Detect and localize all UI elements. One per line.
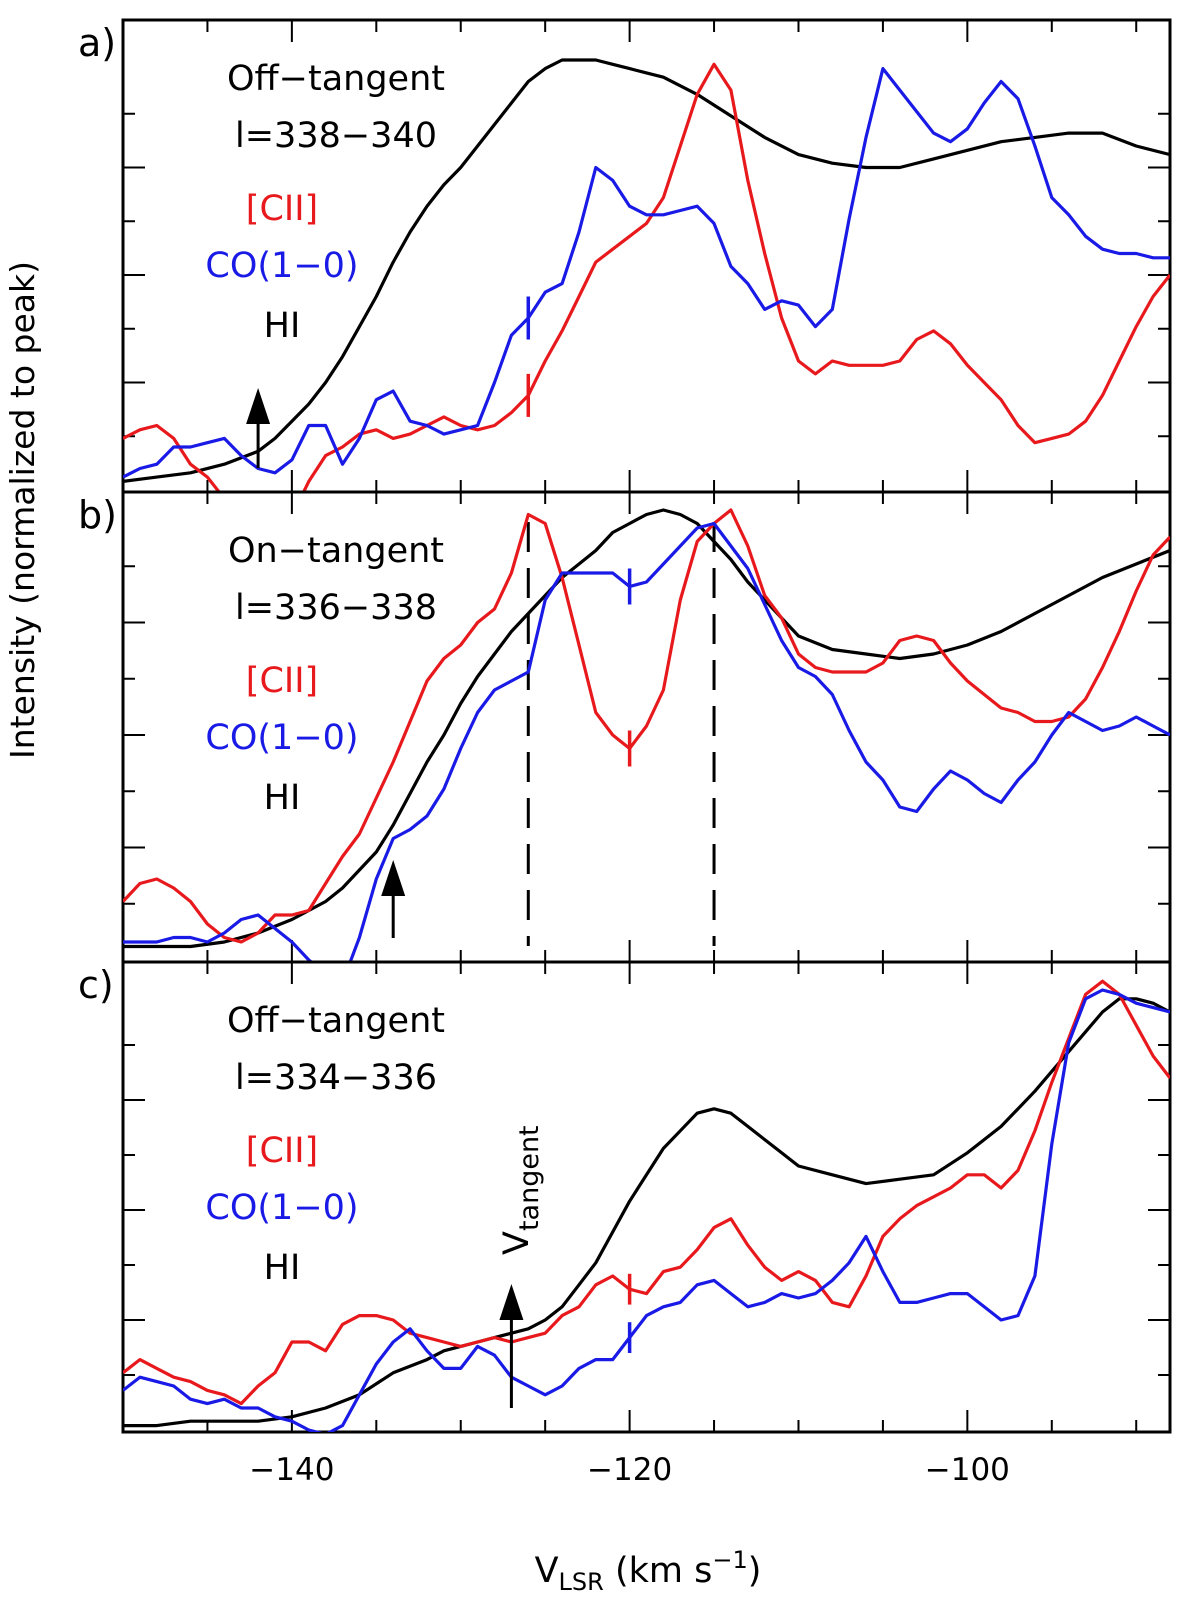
series-group: [123, 58, 1170, 492]
region-longitude: l=336−338: [235, 588, 437, 628]
region-longitude: l=338−340: [235, 116, 437, 156]
cii-line: [123, 62, 1170, 492]
panel-a: a) Off−tangent l=338−340 [CII] CO(1−0) HI: [78, 18, 1172, 494]
hi-line: [123, 997, 1170, 1428]
legend-entry: [CII]: [246, 661, 318, 701]
y-axis-label: Intensity (normalized to peak): [3, 261, 42, 759]
legend-entry: HI: [264, 1248, 301, 1288]
tangent-arrow-head: [499, 1284, 524, 1320]
legend-entry: CO(1−0): [205, 246, 358, 286]
legend-entry: CO(1−0): [205, 718, 358, 758]
x-tick-label: −100: [925, 1452, 1010, 1488]
cii-line: [123, 979, 1170, 1406]
legend-entry: CO(1−0): [205, 1188, 358, 1228]
panel-b: b) On−tangent l=336−338 [CII] CO(1−0) HI: [78, 490, 1172, 964]
x-tick-label: −120: [587, 1452, 672, 1488]
cii-line: [123, 508, 1170, 944]
hi-line: [123, 508, 1170, 949]
panel-letter: b): [78, 493, 117, 537]
legend-entry: HI: [264, 306, 301, 346]
co-line: [123, 988, 1170, 1432]
region-title: Off−tangent: [227, 59, 445, 99]
legend-entry: [CII]: [246, 189, 318, 229]
region-longitude: l=334−336: [235, 1058, 437, 1098]
region-title: Off−tangent: [227, 1001, 445, 1041]
tangent-arrow-head: [246, 388, 271, 424]
region-title: On−tangent: [228, 531, 444, 571]
panel-letter: a): [78, 21, 116, 65]
panel-frame: [121, 960, 1172, 1434]
co-line: [123, 66, 1170, 479]
x-tick-label: −140: [249, 1452, 334, 1488]
panel-c: c) Off−tangent l=334−336 [CII] CO(1−0) HI: [78, 960, 1172, 1434]
series-group: [123, 979, 1170, 1432]
x-axis-label: VLSR (km s−1): [535, 1546, 762, 1596]
x-axis: −140 −120 −100: [249, 1452, 1010, 1488]
legend-entry: [CII]: [246, 1131, 318, 1171]
series-group: [123, 508, 1170, 962]
hi-line: [123, 58, 1170, 483]
co-line: [123, 521, 1170, 962]
panel-letter: c): [78, 963, 114, 1007]
tangent-label: Vtangent: [497, 1125, 545, 1255]
tangent-arrow-head: [381, 860, 406, 896]
legend-entry: HI: [264, 778, 301, 818]
